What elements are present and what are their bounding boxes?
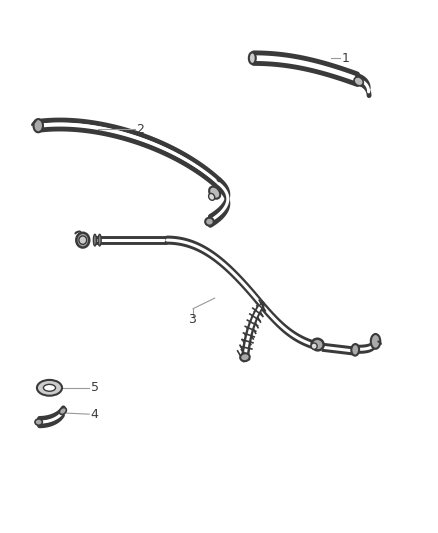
Ellipse shape	[43, 384, 56, 391]
Ellipse shape	[311, 339, 324, 350]
Ellipse shape	[311, 343, 317, 349]
Ellipse shape	[209, 187, 220, 199]
Text: 3: 3	[188, 313, 196, 326]
Ellipse shape	[240, 353, 250, 361]
Ellipse shape	[60, 408, 67, 415]
Ellipse shape	[35, 419, 42, 425]
Ellipse shape	[93, 235, 96, 246]
Ellipse shape	[249, 52, 256, 64]
Ellipse shape	[76, 233, 89, 247]
Text: 5: 5	[91, 381, 99, 394]
Ellipse shape	[208, 193, 215, 200]
Ellipse shape	[98, 235, 101, 246]
Text: 4: 4	[91, 408, 99, 421]
Ellipse shape	[37, 380, 62, 395]
Ellipse shape	[354, 77, 363, 86]
Text: 2: 2	[136, 123, 144, 136]
Text: 1: 1	[341, 52, 349, 64]
Ellipse shape	[351, 344, 359, 356]
Ellipse shape	[33, 119, 43, 132]
Ellipse shape	[205, 217, 214, 225]
Ellipse shape	[79, 236, 87, 244]
Ellipse shape	[371, 334, 380, 349]
